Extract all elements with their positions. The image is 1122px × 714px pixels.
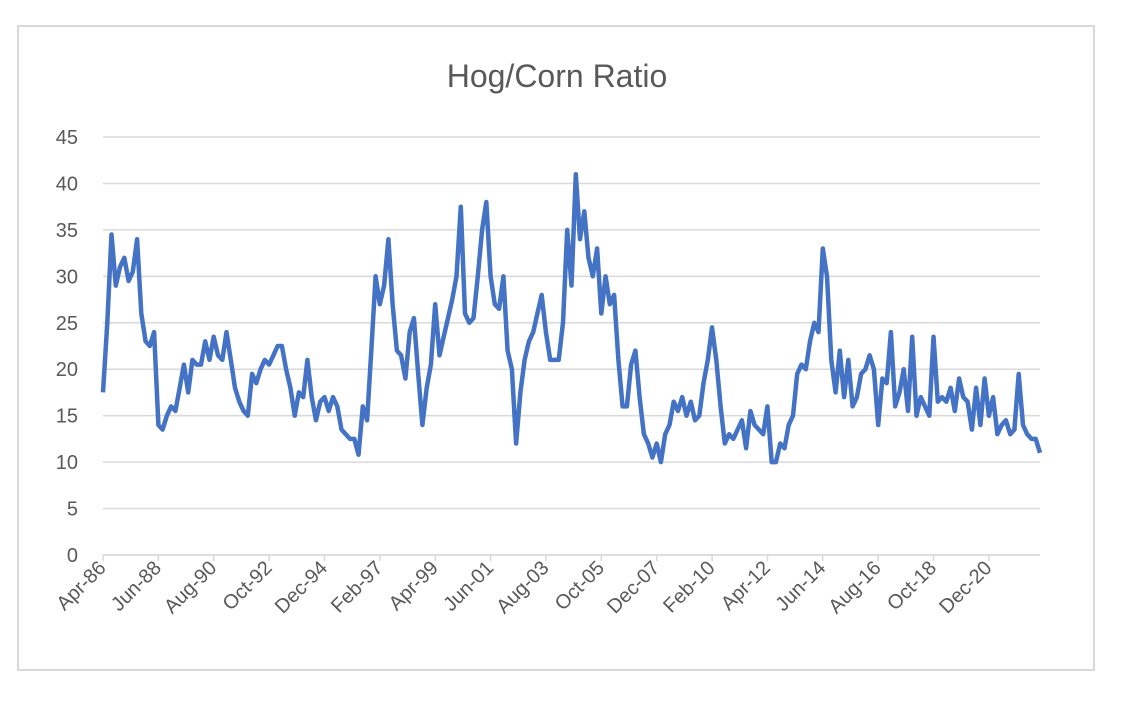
y-tick-label: 40 xyxy=(56,173,78,195)
y-tick-label: 35 xyxy=(56,220,78,242)
y-tick-label: 15 xyxy=(56,406,78,428)
y-tick-label: 45 xyxy=(56,127,78,149)
y-tick-label: 5 xyxy=(67,499,78,521)
y-tick-label: 10 xyxy=(56,452,78,474)
y-tick-label: 25 xyxy=(56,313,78,335)
y-tick-label: 30 xyxy=(56,266,78,288)
y-tick-label: 20 xyxy=(56,359,78,381)
line-series xyxy=(100,171,1043,465)
y-tick-label: 0 xyxy=(67,545,78,567)
chart-title: Hog/Corn Ratio xyxy=(447,58,668,94)
